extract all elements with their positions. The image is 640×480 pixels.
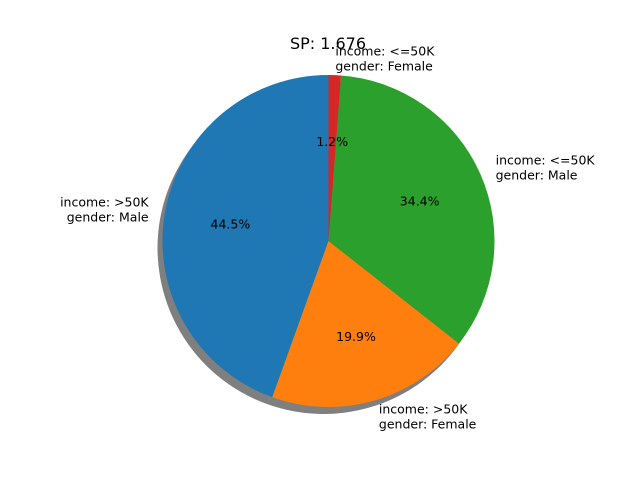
slice-label-line: gender: Male	[496, 167, 578, 182]
percent-label-income-50k-gender-male: 34.4%	[400, 193, 440, 208]
pie-slices	[162, 75, 495, 407]
slice-label-line: income: >50K	[60, 195, 149, 210]
slice-label-income-50k-gender-male: income: >50K gender: Male	[60, 195, 149, 225]
slice-income-50k-gender-male	[328, 75, 495, 344]
slice-income-50k-gender-female	[328, 75, 342, 241]
slice-label-line: gender: Female	[379, 417, 477, 432]
percent-label-income-50k-gender-female: 1.2%	[316, 134, 348, 149]
slice-label-line: income: <=50K	[496, 152, 596, 167]
slice-label-income-50k-gender-female: income: <=50K gender: Female	[335, 44, 435, 74]
slice-label-line: gender: Male	[67, 210, 149, 225]
slice-income-50k-gender-female	[272, 241, 460, 407]
slice-income-50k-gender-male	[162, 75, 329, 398]
pie-percent-labels: 44.5% 19.9% 34.4% 1.2%	[211, 134, 440, 344]
chart-title: SP: 1.676	[290, 34, 366, 53]
percent-label-income-50k-gender-male: 44.5%	[211, 216, 251, 231]
slice-label-line: income: >50K	[379, 402, 468, 417]
slice-label-line: gender: Female	[335, 59, 433, 74]
percent-label-income-50k-gender-female: 19.9%	[336, 329, 376, 344]
slice-label-income-50k-gender-male: income: <=50K gender: Male	[496, 152, 596, 182]
slice-label-line: income: <=50K	[335, 44, 435, 59]
slice-label-income-50k-gender-female: income: >50K gender: Female	[379, 402, 477, 432]
